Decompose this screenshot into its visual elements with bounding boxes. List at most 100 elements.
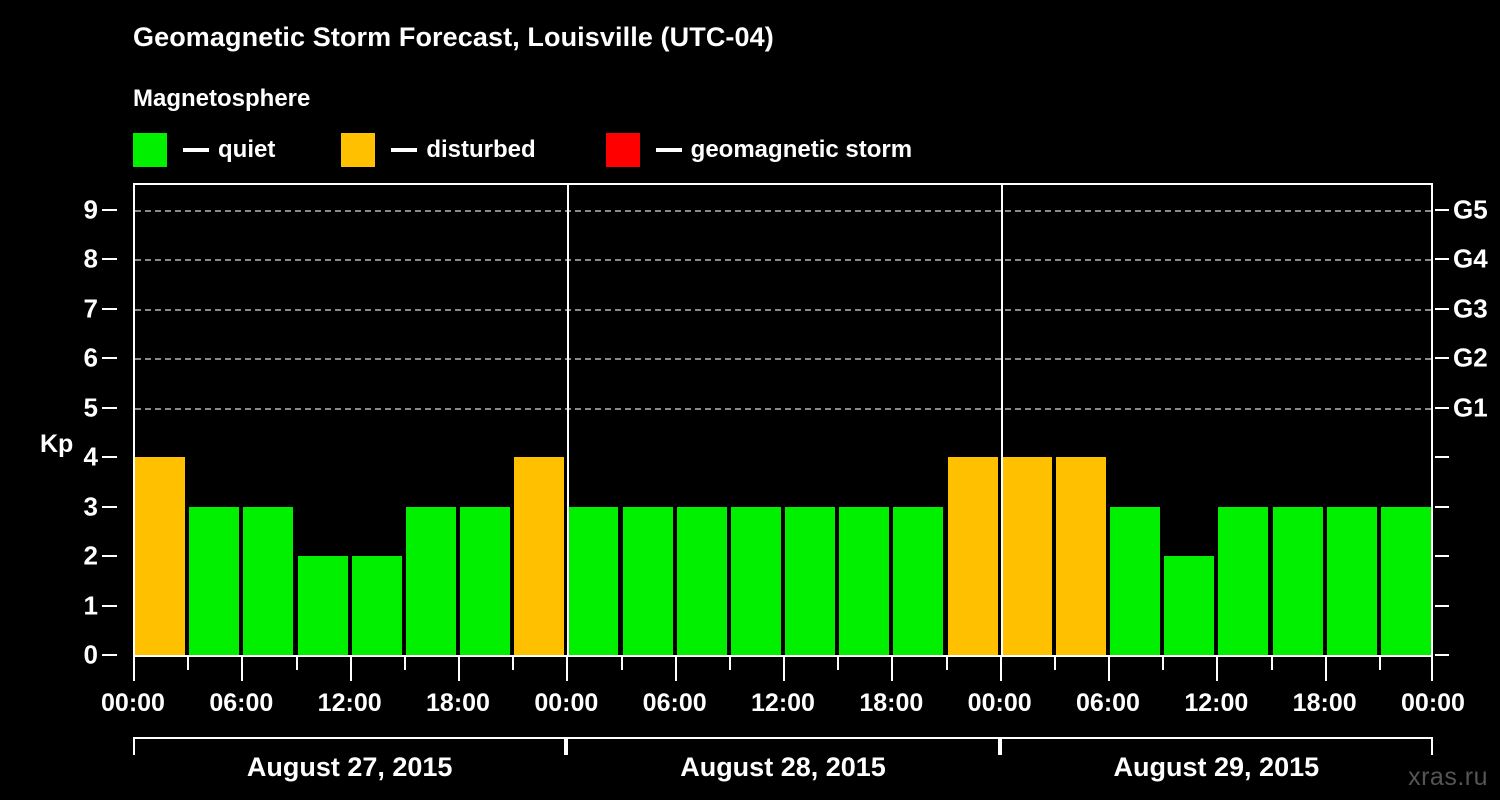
g-axis-minor-tick-kp-1 — [1435, 604, 1449, 607]
y-tick-3 — [102, 505, 117, 508]
y-tick-5 — [102, 406, 117, 409]
x-axis-label-7: 18:00 — [859, 689, 924, 717]
g-tick-g5 — [1435, 208, 1449, 211]
date-bracket-3 — [999, 737, 1433, 755]
x-axis-label-9: 06:00 — [1076, 689, 1140, 717]
x-tick-9 — [620, 657, 623, 670]
x-tick-21 — [1270, 657, 1273, 670]
y-tick-label-0: 0 — [83, 639, 98, 670]
quiet-color-swatch — [133, 133, 167, 167]
bar-day1-interval2 — [189, 506, 240, 655]
x-tick-23 — [1378, 657, 1381, 670]
y-tick-label-8: 8 — [83, 243, 98, 274]
bar-day2-interval7 — [893, 506, 944, 655]
x-tick-5 — [403, 657, 406, 670]
bar-day3-interval5 — [1218, 506, 1269, 655]
plot-area — [133, 183, 1433, 657]
x-axis-label-4: 00:00 — [534, 689, 599, 717]
g-axis-label-g1: G1 — [1453, 392, 1488, 423]
x-tick-4 — [349, 657, 352, 681]
bar-day3-interval1 — [1001, 457, 1052, 655]
y-tick-0 — [102, 654, 117, 656]
bar-day1-interval1 — [135, 457, 186, 655]
date-label-3: August 29, 2015 — [1113, 752, 1320, 782]
x-tick-6 — [458, 657, 460, 681]
x-tick-8 — [566, 657, 569, 681]
x-tick-20 — [1216, 657, 1219, 681]
g-tick-g3 — [1435, 307, 1449, 310]
y-axis: 0 1 2 3 4 5 6 7 8 9 — [0, 183, 125, 670]
x-axis-label-8: 00:00 — [967, 689, 1032, 717]
bar-day3-interval3 — [1110, 506, 1161, 655]
y-tick-label-4: 4 — [83, 441, 98, 472]
legend-item-disturbed: disturbed — [341, 133, 536, 167]
g-axis-minor-tick-kp-3 — [1435, 505, 1449, 508]
x-axis-label-12: 00:00 — [1401, 689, 1465, 717]
watermark: xras.ru — [1408, 763, 1488, 791]
g-tick-g1 — [1435, 406, 1449, 409]
g-scale-legend-row-g2 — [1078, 42, 1090, 74]
g-axis-label-g2: G2 — [1453, 342, 1488, 373]
x-axis-label-0: 00:00 — [101, 689, 165, 717]
gridline-kp-6 — [135, 358, 1431, 361]
legend-dash-icon — [391, 148, 418, 152]
y-tick-6 — [102, 357, 117, 360]
y-tick-9 — [102, 208, 117, 211]
x-tick-14 — [891, 657, 894, 681]
bar-day2-interval1 — [568, 506, 619, 655]
g-scale-legend — [1078, 10, 1090, 170]
bar-day1-interval4 — [297, 556, 348, 655]
gridline-kp-9 — [135, 209, 1431, 212]
disturbed-color-swatch — [341, 133, 376, 167]
bar-day3-interval6 — [1272, 506, 1323, 655]
bar-day2-interval8 — [947, 457, 998, 655]
bar-day3-interval8 — [1380, 506, 1431, 655]
bar-day1-interval5 — [351, 556, 402, 655]
x-tick-1 — [187, 657, 190, 670]
g-axis-minor-tick-kp-0 — [1435, 654, 1449, 656]
y-tick-2 — [102, 555, 117, 558]
x-tick-15 — [945, 657, 948, 670]
x-tick-18 — [1108, 657, 1110, 681]
bar-day1-interval3 — [243, 506, 294, 655]
y-tick-7 — [102, 307, 117, 310]
bar-day2-interval6 — [839, 506, 890, 655]
y-tick-label-6: 6 — [83, 342, 98, 373]
y-tick-8 — [102, 258, 117, 261]
y-tick-label-9: 9 — [83, 194, 98, 225]
bar-day2-interval4 — [730, 506, 781, 655]
color-legend: quiet disturbed geomagnetic storm — [133, 132, 912, 168]
y-tick-4 — [102, 456, 117, 459]
g-tick-g4 — [1435, 258, 1449, 261]
legend-item-storm: geomagnetic storm — [605, 133, 913, 167]
g-tick-g2 — [1435, 357, 1449, 360]
bar-day2-interval2 — [622, 506, 673, 655]
date-bracket-1 — [133, 737, 567, 755]
legend-label-storm: geomagnetic storm — [690, 136, 913, 163]
g-axis-label-g5: G5 — [1453, 194, 1488, 225]
x-tick-0 — [133, 657, 135, 681]
y-tick-label-3: 3 — [83, 491, 98, 522]
x-axis-label-1: 06:00 — [209, 689, 274, 717]
g-scale-legend-row-g3 — [1078, 74, 1090, 106]
g-axis-label-g3: G3 — [1453, 293, 1488, 324]
x-axis-label-11: 18:00 — [1292, 689, 1357, 717]
x-tick-16 — [999, 657, 1002, 681]
g-axis-minor-tick-kp-4 — [1435, 456, 1449, 459]
x-tick-17 — [1053, 657, 1056, 670]
legend-label-disturbed: disturbed — [426, 136, 536, 163]
legend-item-quiet: quiet — [133, 133, 275, 167]
bar-day2-interval3 — [676, 506, 727, 655]
storm-color-swatch — [605, 133, 640, 167]
g-scale-legend-row-g1 — [1078, 10, 1090, 42]
x-axis-label-2: 12:00 — [317, 689, 382, 717]
x-tick-22 — [1324, 657, 1327, 681]
g-scale-legend-row-g4 — [1078, 106, 1090, 138]
x-tick-24 — [1431, 657, 1433, 681]
bar-day1-interval6 — [405, 506, 456, 655]
x-tick-10 — [674, 657, 677, 681]
x-tick-11 — [728, 657, 731, 670]
x-tick-7 — [512, 657, 515, 670]
day-divider-2 — [1000, 185, 1003, 655]
legend-label-quiet: quiet — [218, 136, 276, 163]
